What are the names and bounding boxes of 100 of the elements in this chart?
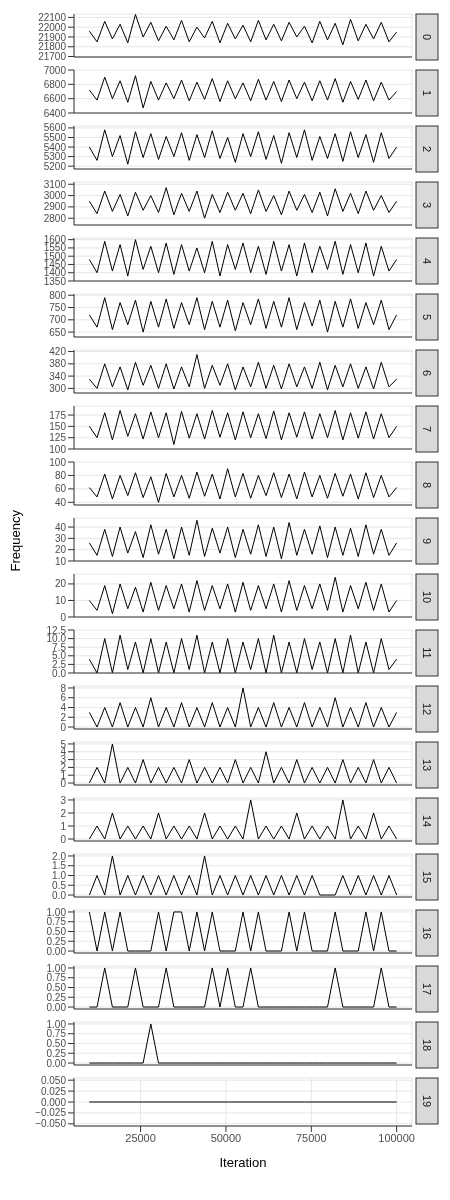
y-tick-label: 5400 xyxy=(43,141,67,153)
line-series xyxy=(88,354,398,391)
y-axis-title: Frequency xyxy=(8,510,23,572)
y-tick-label: 6800 xyxy=(43,78,67,90)
line-series xyxy=(88,799,398,840)
text: 10 xyxy=(421,590,433,604)
y-tick-label: 0.25 xyxy=(46,1047,67,1059)
y-tick-label: 20 xyxy=(54,544,67,556)
y-tick-label: 1.00 xyxy=(46,1018,67,1030)
line-series xyxy=(88,410,398,445)
y-tick-label: 380 xyxy=(49,358,67,370)
text: 17 xyxy=(421,982,433,996)
y-tick-label: 0 xyxy=(60,721,67,733)
y-tick-label: 0 xyxy=(60,611,67,623)
x-axis-title: Iteration xyxy=(219,1155,267,1171)
text: 0 xyxy=(421,33,433,41)
y-tick-label: 0.025 xyxy=(40,1085,67,1097)
text: 14 xyxy=(421,814,433,828)
text: 6 xyxy=(421,369,433,377)
line-series xyxy=(88,75,398,109)
y-tick-label: 0.75 xyxy=(46,972,67,984)
y-tick-label: 6600 xyxy=(43,93,67,105)
text: 11 xyxy=(421,647,433,659)
x-tick-label: 25000 xyxy=(125,1131,156,1144)
line-series xyxy=(88,14,398,46)
y-tick-label: 0.00 xyxy=(46,1057,67,1069)
y-tick-label: 0.0 xyxy=(52,667,67,679)
y-tick-label: 5200 xyxy=(43,160,67,172)
line-series xyxy=(88,634,398,673)
line-series xyxy=(88,743,398,784)
y-tick-label: 5300 xyxy=(43,151,67,163)
text: 15 xyxy=(421,870,433,884)
y-tick-label: 420 xyxy=(49,346,67,358)
y-tick-label: 0.25 xyxy=(46,991,67,1003)
y-tick-label: 2800 xyxy=(43,212,67,224)
y-tick-label: 300 xyxy=(49,382,67,394)
y-tick-label: 750 xyxy=(49,302,67,314)
y-tick-label: 0.00 xyxy=(46,1001,67,1013)
text: 3 xyxy=(421,201,433,209)
y-tick-label: 0.50 xyxy=(46,1038,67,1050)
text: 4 xyxy=(421,257,433,265)
y-tick-label: 100 xyxy=(49,456,67,468)
y-tick-label: 22100 xyxy=(38,11,67,23)
x-tick-label: 100000 xyxy=(378,1131,415,1144)
y-tick-label: 1.0 xyxy=(52,870,67,882)
y-tick-label: −0.050 xyxy=(35,1118,67,1130)
y-tick-label: 3 xyxy=(60,794,67,806)
line-series xyxy=(88,687,398,728)
y-tick-label: 0.50 xyxy=(46,926,67,938)
text: 13 xyxy=(421,758,433,772)
text: 2 xyxy=(421,145,433,153)
y-tick-label: 2900 xyxy=(43,201,67,213)
text: 12 xyxy=(421,702,433,716)
line-series xyxy=(88,297,398,333)
y-tick-label: 8 xyxy=(60,682,67,694)
y-tick-label: 5600 xyxy=(43,122,67,134)
y-tick-label: 340 xyxy=(49,370,67,382)
y-tick-label: 30 xyxy=(54,532,67,544)
y-tick-label: 12.5 xyxy=(46,624,67,636)
y-tick-label: 20 xyxy=(54,578,67,590)
y-tick-label: 10 xyxy=(54,555,67,567)
y-tick-label: 6400 xyxy=(43,107,67,119)
y-tick-label: 1 xyxy=(60,820,67,832)
y-tick-label: 5500 xyxy=(43,132,67,144)
y-tick-label: 100 xyxy=(49,443,67,455)
line-series xyxy=(88,576,398,615)
y-tick-label: 1.00 xyxy=(46,906,67,918)
y-tick-label: 6 xyxy=(60,692,67,704)
y-tick-label: 0.25 xyxy=(46,935,67,947)
y-tick-label: 4 xyxy=(60,702,67,714)
line-series xyxy=(88,239,398,277)
y-tick-label: 800 xyxy=(49,289,67,301)
y-tick-label: 0.50 xyxy=(46,982,67,994)
y-tick-label: 22000 xyxy=(38,21,67,33)
y-tick-label: 150 xyxy=(49,420,67,432)
y-tick-label: 0.050 xyxy=(40,1074,67,1086)
x-tick-label: 75000 xyxy=(295,1131,327,1144)
line-series xyxy=(88,519,398,560)
text: 19 xyxy=(421,1094,433,1108)
y-tick-label: 7000 xyxy=(43,64,67,76)
y-tick-label: 700 xyxy=(49,314,67,326)
y-tick-label: 40 xyxy=(54,496,67,508)
y-tick-label: 0.0 xyxy=(52,889,67,901)
text: 5 xyxy=(421,313,433,321)
text: 16 xyxy=(421,926,433,940)
y-tick-label: 60 xyxy=(54,483,67,495)
y-tick-label: 2 xyxy=(60,711,67,723)
line-series xyxy=(88,129,398,165)
y-tick-label: 0.5 xyxy=(52,879,67,891)
y-tick-label: 0.75 xyxy=(46,1028,67,1040)
y-tick-label: 125 xyxy=(49,432,67,444)
y-tick-label: 0.00 xyxy=(46,945,67,957)
y-tick-label: 0.000 xyxy=(40,1096,67,1108)
y-tick-label: 40 xyxy=(54,521,67,533)
text: 7 xyxy=(421,425,433,433)
y-tick-label: 1.5 xyxy=(52,860,67,872)
line-series xyxy=(88,187,398,219)
y-tick-label: 2 xyxy=(60,807,67,819)
text: 1 xyxy=(421,89,433,97)
text: 8 xyxy=(421,481,433,489)
